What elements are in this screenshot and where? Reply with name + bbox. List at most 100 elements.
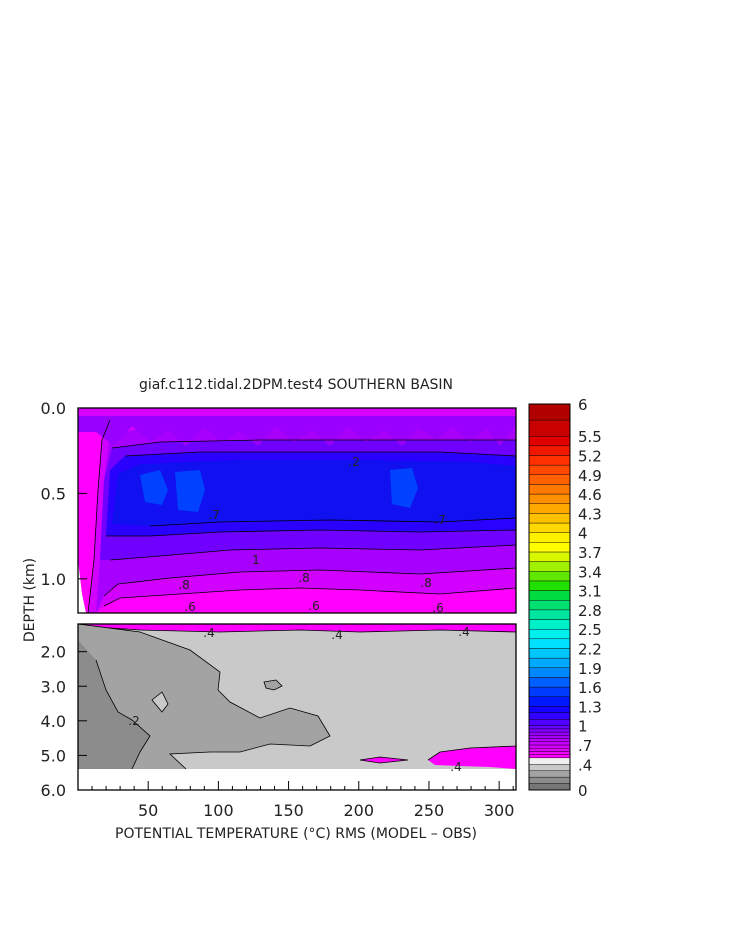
contour-label: .4: [458, 625, 469, 639]
x-axis-label: POTENTIAL TEMPERATURE (°C) RMS (MODEL – …: [115, 826, 477, 842]
x-tick-label: 250: [414, 801, 445, 820]
colorbar-tick-label: 4: [578, 525, 588, 543]
contour-label: .8: [178, 578, 189, 592]
colorbar-swatch: [529, 552, 570, 562]
colorbar-swatch: [529, 732, 570, 735]
colorbar-swatch: [529, 771, 570, 777]
colorbar-swatch: [529, 742, 570, 745]
colorbar-swatch: [529, 494, 570, 504]
colorbar-tick-label: 4.6: [578, 486, 602, 504]
colorbar-tick-label: .7: [578, 737, 592, 755]
colorbar-swatch: [529, 513, 570, 523]
x-tick-label: 200: [343, 801, 374, 820]
contour-label: .2: [128, 714, 139, 728]
x-tick-label: 150: [273, 801, 304, 820]
y-tick-label: 0.0: [41, 399, 66, 418]
colorbar-swatch: [529, 758, 570, 764]
colorbar-swatch: [529, 523, 570, 533]
y-tick-label: 6.0: [41, 781, 66, 800]
contour-label: .6: [432, 601, 443, 615]
colorbar-swatch: [529, 455, 570, 465]
colorbar-tick-label: 0: [578, 782, 588, 800]
colorbar-swatch: [529, 748, 570, 751]
colorbar-swatch: [529, 784, 570, 790]
colorbar-swatch: [529, 571, 570, 581]
upper-band-13: [112, 460, 516, 526]
colorbar-tick-label: 6: [578, 396, 588, 414]
colorbar-swatch: [529, 658, 570, 668]
colorbar-tick-label: 5.2: [578, 447, 602, 465]
y-tick-label: 5.0: [41, 746, 66, 765]
colorbar-swatch: [529, 687, 570, 697]
contour-label: .2: [348, 455, 359, 469]
contour-label: .7: [434, 513, 445, 527]
colorbar-tick-label: 3.4: [578, 563, 602, 581]
colorbar-tick-label: 3.1: [578, 583, 602, 601]
contour-label: .7: [208, 508, 219, 522]
colorbar-swatch: [529, 484, 570, 494]
colorbar-tick-label: 1: [578, 718, 588, 736]
colorbar-swatch: [529, 542, 570, 552]
colorbar-swatch: [529, 668, 570, 678]
colorbar-swatch: [529, 620, 570, 630]
colorbar-tick-label: 2.8: [578, 602, 602, 620]
colorbar-tick-label: .4: [578, 756, 592, 774]
y-tick-label: 1.0: [41, 570, 66, 589]
contour-label: .4: [450, 760, 461, 774]
y-axis-label: DEPTH (km): [22, 558, 38, 642]
colorbar-tick-label: 4.9: [578, 467, 602, 485]
contour-label: .4: [203, 626, 214, 640]
y-tick-label: 4.0: [41, 712, 66, 731]
colorbar-tick-label: 1.6: [578, 679, 602, 697]
colorbar-swatch: [529, 764, 570, 770]
colorbar-swatch: [529, 629, 570, 639]
colorbar-tick-label: 5.5: [578, 428, 602, 446]
contour-label: .8: [298, 571, 309, 585]
colorbar-swatch: [529, 706, 570, 712]
y-tick-label: 3.0: [41, 677, 66, 696]
colorbar-swatch: [529, 648, 570, 658]
colorbar-tick-label: 1.9: [578, 660, 602, 678]
colorbar-swatch: [529, 735, 570, 738]
colorbar-swatch: [529, 562, 570, 572]
colorbar-swatch: [529, 404, 570, 420]
colorbar-swatch: [529, 719, 570, 725]
contour-label: .8: [420, 576, 431, 590]
x-tick-label: 300: [484, 801, 515, 820]
colorbar-swatch: [529, 745, 570, 748]
x-tick-label: 100: [203, 801, 234, 820]
colorbar: 65.55.24.94.64.343.73.43.12.82.52.21.91.…: [529, 396, 602, 800]
colorbar-swatch: [529, 533, 570, 543]
x-tick-label: 50: [138, 801, 158, 820]
colorbar-swatch: [529, 739, 570, 742]
colorbar-swatch: [529, 591, 570, 601]
contour-label: .6: [308, 599, 319, 613]
contour-label: .4: [331, 628, 342, 642]
upper-surface-top: [78, 408, 516, 416]
colorbar-tick-label: 2.5: [578, 621, 602, 639]
colorbar-swatch: [529, 726, 570, 729]
colorbar-tick-label: 3.7: [578, 544, 602, 562]
colorbar-tick-label: 1.3: [578, 698, 602, 716]
colorbar-tick-label: 2.2: [578, 640, 602, 658]
colorbar-swatch: [529, 610, 570, 620]
y-tick-label: 2.0: [41, 643, 66, 662]
colorbar-swatch: [529, 465, 570, 475]
colorbar-swatch: [529, 600, 570, 610]
colorbar-swatch: [529, 581, 570, 591]
colorbar-swatch: [529, 755, 570, 758]
colorbar-swatch: [529, 677, 570, 687]
colorbar-tick-label: 4.3: [578, 505, 602, 523]
colorbar-swatch: [529, 729, 570, 732]
colorbar-swatch: [529, 504, 570, 514]
contour-label: 1: [252, 553, 260, 567]
contour-label: .6: [184, 600, 195, 614]
colorbar-swatch: [529, 420, 570, 436]
colorbar-swatch: [529, 639, 570, 649]
colorbar-swatch: [529, 446, 570, 456]
colorbar-swatch: [529, 777, 570, 783]
y-tick-label: 0.5: [41, 484, 66, 503]
colorbar-swatch: [529, 436, 570, 446]
colorbar-swatch: [529, 475, 570, 485]
